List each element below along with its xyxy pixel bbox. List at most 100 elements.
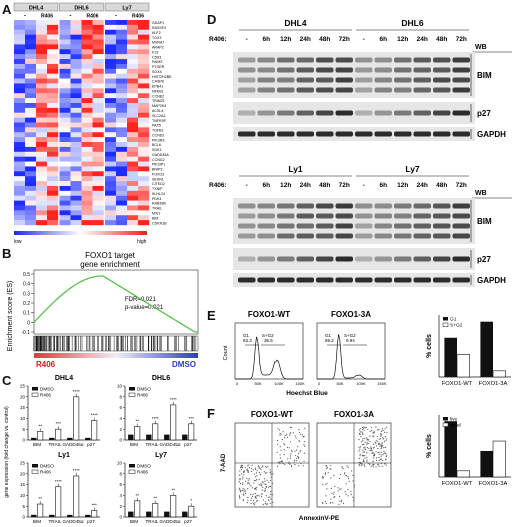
expression-bar-r406: [134, 500, 141, 518]
western-timepoint-label: 48h: [319, 36, 330, 43]
heatmap-cell: [70, 166, 82, 172]
heatmap-gene-label: SGK1: [152, 148, 162, 152]
heatmap-cell: [47, 200, 59, 206]
heatmap-cell: [47, 156, 59, 162]
apoptosis-event-dot: [378, 438, 380, 440]
heatmap-cell: [47, 112, 59, 118]
apoptosis-event-dot: [248, 467, 251, 469]
heatmap-cell: [138, 127, 150, 133]
heatmap-cell: [92, 210, 104, 216]
expression-bar-r406: [37, 503, 44, 518]
cell-cycle-bar-g1: [444, 337, 457, 377]
apoptosis-event-dot: [366, 459, 368, 461]
apoptosis-event-dot: [380, 463, 382, 465]
heatmap-cell: [92, 142, 104, 148]
western-band: [452, 77, 470, 83]
apoptosis-event-dot: [330, 487, 332, 489]
cell-cycle-plot-frame: [316, 322, 386, 380]
heatmap-cell: [14, 190, 26, 196]
heatmap-gene-label: BCL6: [152, 143, 161, 147]
apoptosis-event-dot: [300, 462, 302, 464]
heatmap-cell: [105, 181, 117, 187]
apoptosis-event-dot: [260, 483, 262, 485]
western-timepoint-label: 24h: [417, 36, 428, 43]
heatmap-cell: [127, 24, 139, 30]
apoptosis-event-dot: [302, 436, 304, 438]
expression-bar-dmso: [164, 434, 170, 440]
apoptosis-event-dot: [353, 486, 355, 488]
western-band: [316, 67, 334, 73]
heatmap-cell: [59, 220, 71, 226]
heatmap-cell: [14, 59, 26, 65]
apoptosis-event-dot: [255, 497, 257, 499]
apoptosis-event-dot: [372, 466, 374, 468]
apoptosis-event-dot: [382, 437, 384, 439]
western-band: [238, 131, 256, 137]
western-band: [277, 213, 295, 219]
apoptosis-event-dot: [264, 488, 266, 490]
heatmap-cell: [70, 195, 82, 201]
heatmap-cell: [36, 93, 48, 99]
apoptosis-bar-ylabel: % cells: [426, 434, 433, 458]
heatmap-cell: [81, 215, 93, 221]
cell-cycle-histogram-line: [317, 334, 385, 380]
heatmap-cell: [25, 34, 37, 40]
heatmap-cell: [36, 88, 48, 94]
apoptosis-event-dot: [322, 475, 324, 478]
heatmap-cell: [127, 171, 139, 177]
apoptosis-event-dot: [362, 432, 364, 434]
apoptosis-event-dot: [345, 493, 347, 495]
heatmap-cell: [25, 20, 37, 26]
western-protein-label: GAPDH: [477, 276, 506, 285]
apoptosis-event-dot: [298, 428, 300, 431]
apoptosis-event-dot: [254, 473, 256, 475]
apoptosis-event-dot: [269, 496, 271, 498]
apoptosis-event-dot: [369, 430, 371, 432]
apoptosis-event-dot: [279, 446, 281, 448]
cell-cycle-legend-swatch-2: [442, 322, 449, 327]
heatmap-cell: [14, 195, 26, 201]
western-band: [355, 256, 373, 262]
expression-tick-label: 10: [117, 461, 123, 466]
apoptosis-event-dot: [346, 465, 348, 467]
apoptosis-event-dot: [260, 468, 262, 470]
apoptosis-event-dot: [381, 443, 383, 445]
apoptosis-event-dot: [384, 463, 386, 465]
western-band: [257, 67, 275, 73]
expression-chart: Ly1 0 5 10 15 20 25 ** BIM **** TRAIL **** GADD45α **…: [20, 452, 100, 524]
western-band: [355, 233, 373, 239]
apoptosis-event-dot: [299, 451, 301, 453]
apoptosis-event-dot: [364, 448, 366, 451]
heatmap-gene-label: TOX3: [152, 36, 161, 40]
apoptosis-event-dot: [321, 477, 323, 479]
panel-letter-d: D: [207, 12, 217, 27]
heatmap-cell: [92, 181, 104, 187]
heatmap-cell: [70, 29, 82, 35]
apoptosis-event-dot: [360, 428, 362, 430]
cell-cycle-xtick-label: 100K: [274, 381, 284, 386]
western-band: [452, 256, 470, 262]
apoptosis-event-dot: [363, 451, 366, 453]
apoptosis-event-dot: [362, 460, 364, 463]
western-band: [335, 131, 353, 137]
western-band: [452, 110, 470, 116]
heatmap-cell: [138, 195, 150, 201]
apoptosis-event-dot: [360, 441, 362, 443]
apoptosis-event-dot: [279, 463, 281, 465]
western-band: [452, 131, 470, 137]
expression-bar-dmso: [128, 434, 134, 440]
heatmap-cell: [127, 205, 139, 211]
apoptosis-event-dot: [287, 458, 289, 460]
apoptosis-event-dot: [266, 479, 268, 481]
heatmap-cell: [14, 210, 26, 216]
heatmap-cell: [92, 34, 104, 40]
heatmap-cell: [92, 88, 104, 94]
apoptosis-event-dot: [329, 502, 331, 504]
expression-chart-title: DHL4: [55, 375, 73, 382]
apoptosis-event-dot: [242, 483, 244, 485]
heatmap-cellline-header: [13, 2, 59, 12]
heatmap-cell: [25, 137, 37, 143]
heatmap-cell: [14, 63, 26, 70]
heatmap-cell: [138, 181, 150, 187]
